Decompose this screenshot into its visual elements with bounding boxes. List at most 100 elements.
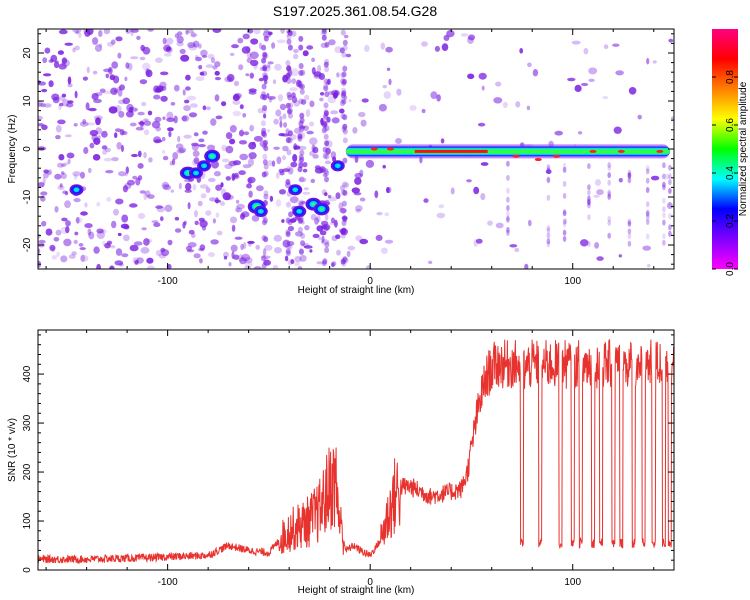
spectrogram-point xyxy=(215,184,223,191)
spectrogram-point xyxy=(587,189,591,196)
spectrogram-point xyxy=(190,31,197,38)
spectrogram-point xyxy=(298,120,304,127)
spectrogram-point xyxy=(261,235,267,241)
spectrogram-point xyxy=(274,247,282,254)
spectrogram-point xyxy=(312,146,319,154)
spectrogram-point xyxy=(323,78,329,85)
spectrogram-point xyxy=(293,53,299,60)
spectrogram-point xyxy=(324,160,332,165)
spectrogram-point xyxy=(55,125,62,133)
spectrogram-point xyxy=(245,73,250,77)
spectrogram-point xyxy=(303,245,313,249)
spectrogram-point xyxy=(587,184,591,191)
spectrogram-point xyxy=(627,228,632,235)
spectrogram-point xyxy=(299,125,305,132)
tick-label: -100 xyxy=(158,577,178,588)
spectrogram-point xyxy=(197,144,206,148)
spectrogram-point xyxy=(506,215,510,222)
spectrogram-point xyxy=(230,244,238,252)
spectrogram-point xyxy=(263,217,268,224)
spectrogram-point xyxy=(80,211,88,216)
spectrogram-point xyxy=(225,194,234,200)
spectrogram-point xyxy=(318,73,325,80)
spectrogram-point xyxy=(168,131,172,138)
spectrogram-point xyxy=(588,78,595,83)
spectrogram-point xyxy=(115,248,123,256)
spectrogram-point xyxy=(321,189,327,196)
spectrogram-point xyxy=(193,157,200,165)
spectrogram-point xyxy=(506,217,510,223)
spectrogram-point xyxy=(220,188,227,197)
spectrogram-point xyxy=(242,113,247,118)
spectrogram-point xyxy=(185,74,191,81)
spectrogram-point xyxy=(283,122,288,128)
spectrogram-point xyxy=(309,137,318,145)
spectrogram-point xyxy=(263,139,268,146)
spectrogram-point xyxy=(607,232,611,239)
spectrogram-point xyxy=(287,244,293,250)
spectrogram-point xyxy=(319,166,326,173)
spectrogram-point xyxy=(546,238,551,245)
spectrogram-point xyxy=(421,108,426,114)
spectrogram-point xyxy=(214,70,220,76)
spectrogram-point xyxy=(302,191,311,195)
spectrogram-point xyxy=(175,143,184,150)
spectrogram-point xyxy=(189,103,198,108)
spectrogram-point xyxy=(645,214,650,221)
spectrogram-point xyxy=(627,233,632,240)
spectrogram-point xyxy=(323,110,329,117)
spectrogram-point xyxy=(287,259,293,266)
spectrogram-point xyxy=(340,97,346,103)
spectrogram-point xyxy=(54,206,59,213)
spectrogram-point xyxy=(48,59,54,63)
spectrogram-point xyxy=(567,77,576,82)
spectrogram-point xyxy=(199,184,209,189)
spectrogram-point xyxy=(323,168,329,175)
spectrogram-point xyxy=(299,83,305,90)
spectrogram-point xyxy=(80,171,85,179)
feature-blob xyxy=(75,189,78,191)
spectrogram-point xyxy=(153,222,161,228)
spectrogram-point xyxy=(93,137,101,145)
spectrogram-point xyxy=(309,100,315,108)
spectrogram-point xyxy=(322,122,327,129)
spectrogram-point xyxy=(84,29,91,37)
spectrogram-point xyxy=(515,101,521,108)
spectrogram-point xyxy=(323,167,329,174)
spectrogram-point xyxy=(460,33,469,37)
spectrogram-point xyxy=(199,71,205,76)
spectrogram-point xyxy=(320,239,330,245)
spectrogram-point xyxy=(73,123,78,127)
band-peak xyxy=(512,154,520,158)
spectrogram-point xyxy=(340,185,345,191)
spectrogram-point xyxy=(297,266,303,269)
spectrogram-point xyxy=(163,184,172,191)
spectrogram-point xyxy=(285,179,291,185)
spectrogram-point xyxy=(668,188,672,195)
spectrogram-point xyxy=(105,73,110,79)
spectrogram-point xyxy=(142,62,151,71)
feature-blob xyxy=(194,172,197,174)
spectrogram-point xyxy=(197,200,203,207)
spectrogram-point xyxy=(140,122,145,131)
spectrogram-point xyxy=(305,109,311,118)
spectrogram-point xyxy=(207,177,216,183)
spectrogram-point xyxy=(290,68,300,77)
spectrogram-point xyxy=(205,210,212,216)
spectrogram-point xyxy=(141,227,147,231)
spectrogram-point xyxy=(284,255,289,262)
spectrogram-point xyxy=(341,78,347,85)
spectrogram-point xyxy=(56,251,60,257)
spectrogram-point xyxy=(289,196,299,204)
band-peak xyxy=(617,149,625,153)
spectrogram-point xyxy=(61,93,67,98)
spectrogram-point xyxy=(662,197,666,204)
spectrogram-point xyxy=(607,162,611,168)
tick-label: 100 xyxy=(564,577,581,588)
spectrogram-point xyxy=(289,218,297,223)
spectrogram-point xyxy=(384,239,394,244)
band-peak xyxy=(589,149,597,153)
spectrogram-point xyxy=(668,224,672,231)
tick-label: 300 xyxy=(22,414,33,431)
feature-blob xyxy=(259,210,262,213)
